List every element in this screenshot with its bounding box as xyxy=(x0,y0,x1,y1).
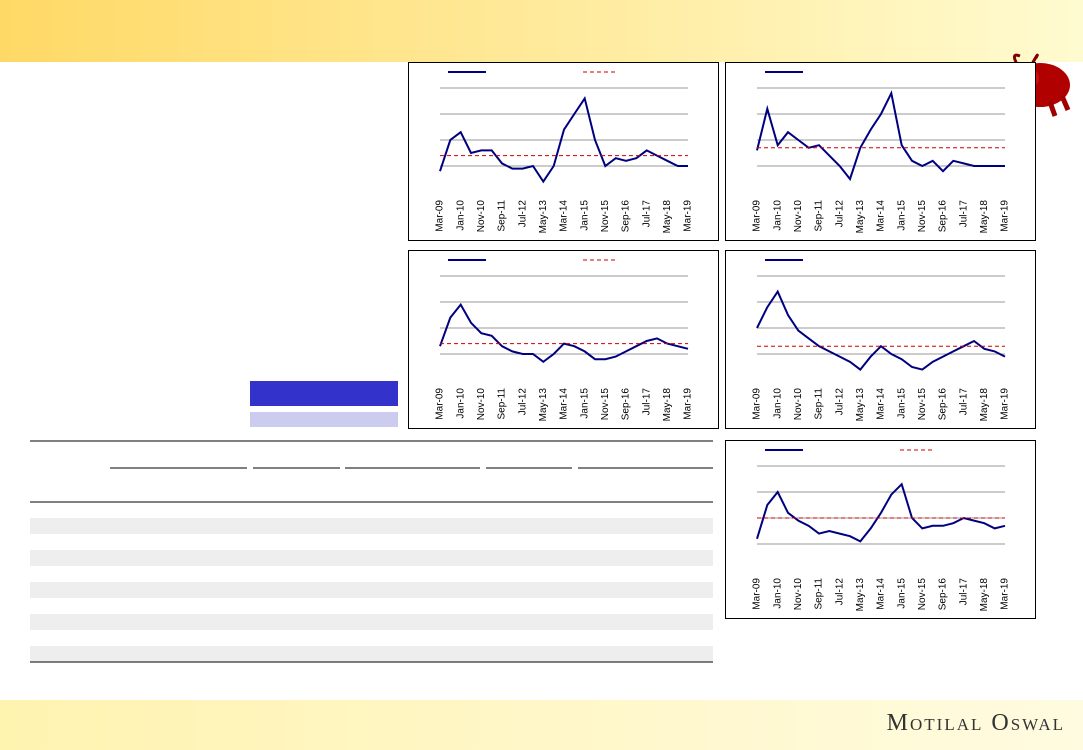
chart: Mar-09 Jan-10 Nov-10 Sep-11 Jul-12 May-13 Mar-… xyxy=(725,62,1036,241)
x-tick-label: Sep-11 xyxy=(814,200,825,232)
x-tick-label: Mar-14 xyxy=(559,388,570,420)
x-tick-label: Jul-12 xyxy=(517,200,528,228)
x-tick-label: Jul-17 xyxy=(958,578,969,606)
x-tick-label: Jan-10 xyxy=(455,200,466,231)
x-tick-label: Jan-15 xyxy=(579,388,590,419)
x-tick-label: Mar-19 xyxy=(1000,578,1011,610)
x-tick-label: May-18 xyxy=(979,200,990,234)
x-tick-label: Mar-19 xyxy=(1000,388,1011,420)
legend-block xyxy=(250,381,398,406)
x-tick-label: Sep-16 xyxy=(621,200,632,233)
x-tick-label: Sep-11 xyxy=(814,388,825,420)
x-tick-label: Jul-17 xyxy=(958,200,969,228)
x-tick-label: Jul-12 xyxy=(834,578,845,606)
x-tick-label: Nov-10 xyxy=(793,200,804,233)
x-tick-label: Mar-14 xyxy=(876,388,887,420)
x-tick-label: May-13 xyxy=(855,200,866,234)
x-tick-label: Nov-15 xyxy=(600,388,611,421)
x-tick-label: Jul-17 xyxy=(641,200,652,228)
x-tick-label: Jul-12 xyxy=(834,200,845,228)
x-tick-label: May-13 xyxy=(855,388,866,422)
chart-frame xyxy=(725,440,1036,619)
x-tick-label: Jan-15 xyxy=(896,388,907,419)
series-line xyxy=(439,95,688,184)
x-tick-label: Nov-10 xyxy=(476,388,487,421)
x-tick-label: Sep-16 xyxy=(938,578,949,611)
chart-frame xyxy=(725,62,1036,241)
legend-block xyxy=(250,412,398,427)
x-tick-label: May-13 xyxy=(538,200,549,234)
x-tick-label: May-18 xyxy=(979,578,990,612)
x-tick-label: Jan-10 xyxy=(772,388,783,419)
x-tick-label: Sep-11 xyxy=(497,388,508,420)
x-tick-label: Mar-14 xyxy=(876,200,887,232)
footer-band xyxy=(0,700,1083,750)
x-tick-label: Mar-09 xyxy=(752,388,763,420)
x-tick-label: May-13 xyxy=(855,578,866,612)
series-line xyxy=(439,302,689,364)
x-tick-label: Jan-10 xyxy=(455,388,466,419)
chart: Mar-09 Jan-10 Nov-10 Sep-11 Jul-12 May-13 Mar-… xyxy=(725,440,1036,619)
chart-frame xyxy=(408,62,719,241)
x-tick-label: Jan-10 xyxy=(772,578,783,609)
x-tick-label: Jul-17 xyxy=(958,388,969,416)
x-tick-label: Nov-10 xyxy=(793,388,804,421)
chart-frame xyxy=(725,250,1036,429)
x-tick-label: Nov-15 xyxy=(600,200,611,233)
x-tick-label: Sep-16 xyxy=(621,388,632,421)
x-tick-label: Nov-15 xyxy=(917,388,928,421)
x-tick-label: Sep-11 xyxy=(497,200,508,232)
x-tick-label: May-18 xyxy=(662,200,673,234)
x-tick-label: Jan-15 xyxy=(579,200,590,231)
chart: Mar-09 Jan-10 Nov-10 Sep-11 Jul-12 May-13 Mar-… xyxy=(408,250,719,429)
x-tick-label: Jul-12 xyxy=(517,388,528,416)
x-tick-label: Jul-17 xyxy=(641,388,652,416)
x-tick-label: Jul-12 xyxy=(834,388,845,416)
chart: Mar-09 Jan-10 Nov-10 Sep-11 Jul-12 May-13 Mar-… xyxy=(725,250,1036,429)
x-tick-label: Mar-19 xyxy=(683,200,694,232)
x-tick-label: May-18 xyxy=(979,388,990,422)
header-band xyxy=(0,0,1083,62)
chart: Mar-09 Jan-10 Nov-10 Sep-11 Jul-12 May-13 Mar-… xyxy=(408,62,719,241)
brand-name: Motilal Oswal xyxy=(887,710,1065,736)
x-tick-label: Nov-15 xyxy=(917,200,928,233)
x-tick-label: Sep-11 xyxy=(814,578,825,610)
x-tick-label: Nov-10 xyxy=(476,200,487,233)
x-tick-label: Mar-09 xyxy=(435,388,446,420)
x-tick-label: May-18 xyxy=(662,388,673,422)
chart-frame xyxy=(408,250,719,429)
x-tick-label: Mar-09 xyxy=(435,200,446,232)
series-line xyxy=(756,90,1005,182)
x-tick-label: Mar-19 xyxy=(683,388,694,420)
x-tick-label: May-13 xyxy=(538,388,549,422)
x-tick-label: Nov-10 xyxy=(793,578,804,611)
x-tick-label: Mar-09 xyxy=(752,200,763,232)
x-tick-label: Nov-15 xyxy=(917,578,928,611)
x-tick-label: Mar-14 xyxy=(559,200,570,232)
x-tick-label: Jan-10 xyxy=(772,200,783,231)
x-tick-label: Sep-16 xyxy=(938,388,949,421)
x-tick-label: Mar-14 xyxy=(876,578,887,610)
x-tick-label: Sep-16 xyxy=(938,200,949,233)
x-tick-label: Jan-15 xyxy=(896,200,907,231)
x-tick-label: Mar-19 xyxy=(1000,200,1011,232)
x-tick-label: Jan-15 xyxy=(896,578,907,609)
x-tick-label: Mar-09 xyxy=(752,578,763,610)
table xyxy=(30,440,713,663)
